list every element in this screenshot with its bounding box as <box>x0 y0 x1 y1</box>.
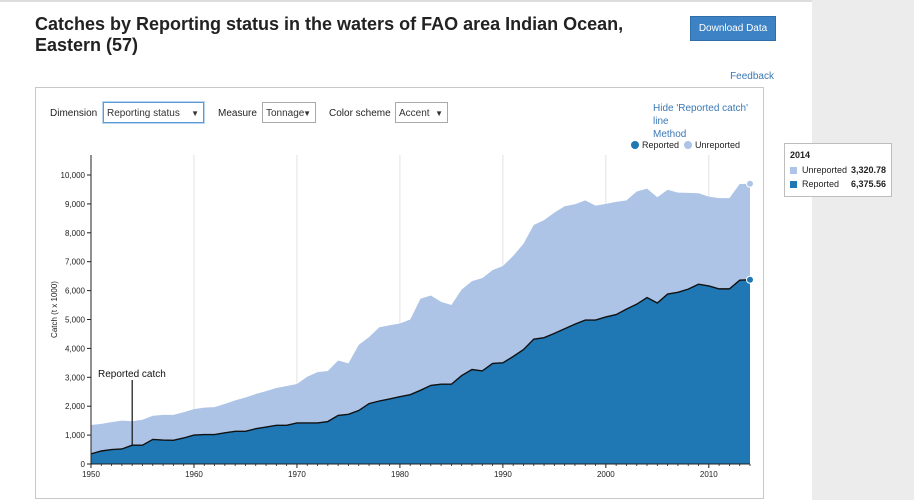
y-tick-label-1000: 1,000 <box>65 431 86 440</box>
hide-reported-catch-link[interactable]: Hide 'Reported catch' line Method <box>653 102 763 141</box>
area-reported <box>91 279 750 464</box>
legend-swatch-unreported <box>684 141 692 149</box>
x-tick-label-1970: 1970 <box>288 470 306 479</box>
y-tick-label-3000: 3,000 <box>65 373 86 382</box>
reported-catch-line <box>90 279 751 455</box>
legend-label-unreported: Unreported <box>695 140 741 150</box>
marker-unreported-2014 <box>746 179 754 188</box>
y-tick-label-6000: 6,000 <box>65 287 86 296</box>
color-scheme-label: Color scheme <box>329 108 391 119</box>
chevron-down-icon: ▼ <box>191 109 199 118</box>
y-tick-label-9000: 9,000 <box>65 200 86 209</box>
tooltip-name-unreported: Unreported <box>802 165 848 175</box>
chevron-down-icon: ▼ <box>435 109 443 118</box>
y-axis-label: Catch (t x 1000) <box>50 281 59 338</box>
dimension-label: Dimension <box>50 108 98 119</box>
x-tick-label-1960: 1960 <box>185 470 203 479</box>
chart-annotation: Reported catch <box>98 369 166 446</box>
annotation-label: Reported catch <box>98 369 166 380</box>
marker-reported-2014 <box>746 275 754 284</box>
chart-markers <box>746 179 754 284</box>
chevron-down-icon: ▼ <box>303 109 311 118</box>
legend-label-reported: Reported <box>642 140 680 150</box>
y-tick-label-8000: 8,000 <box>65 229 86 238</box>
x-tick-label-1990: 1990 <box>494 470 512 479</box>
measure-label: Measure <box>218 108 257 119</box>
x-tick-label-1950: 1950 <box>82 470 100 479</box>
legend-item-unreported[interactable]: Unreported <box>684 140 740 150</box>
x-tick-label-1980: 1980 <box>391 470 409 479</box>
tooltip-value-reported: 6,375.56 <box>850 179 886 189</box>
tooltip-value-unreported: 3,320.78 <box>850 165 886 175</box>
method-link[interactable]: Method <box>653 129 687 140</box>
x-tick-label-2010: 2010 <box>700 470 718 479</box>
download-data-button[interactable]: Download Data <box>690 16 776 41</box>
measure-select[interactable]: Tonnage ▼ <box>262 102 316 123</box>
tooltip-name-reported: Reported <box>802 179 840 189</box>
chart-panel: Dimension Reporting status ▼ Measure Ton… <box>35 87 764 499</box>
area-chart[interactable]: 0 1,000 2,000 3,000 4,000 5,000 6,000 7,000 8,00… <box>36 88 763 498</box>
legend-swatch-reported <box>631 141 639 149</box>
top-rule <box>0 0 812 2</box>
x-tick-label-2000: 2000 <box>597 470 615 479</box>
tooltip-row-unreported: Unreported 3,320.78 <box>790 165 886 179</box>
tooltip-year: 2014 <box>790 150 811 160</box>
page: Catches by Reporting status in the water… <box>0 0 892 500</box>
dimension-select[interactable]: Reporting status ▼ <box>103 102 204 123</box>
chart-ticks: 0 1,000 2,000 3,000 4,000 5,000 6,000 7,000 8,00… <box>50 171 751 479</box>
measure-select-value: Tonnage <box>266 108 305 119</box>
legend-item-reported[interactable]: Reported <box>631 140 679 150</box>
page-title: Catches by Reporting status in the water… <box>35 14 624 55</box>
hover-tooltip: 2014 Unreported 3,320.78 Reported 6,375.… <box>784 143 892 197</box>
y-tick-label-10000: 10,000 <box>61 171 86 180</box>
y-tick-label-0: 0 <box>81 460 86 469</box>
y-tick-label-5000: 5,000 <box>65 316 86 325</box>
tooltip-row-reported: Reported 6,375.56 <box>790 179 886 193</box>
chart-areas <box>90 183 751 464</box>
y-tick-label-4000: 4,000 <box>65 344 86 353</box>
area-unreported <box>91 183 750 454</box>
feedback-link[interactable]: Feedback <box>730 71 774 82</box>
hide-reported-catch-line-text: Hide 'Reported catch' line <box>653 103 748 127</box>
y-tick-label-7000: 7,000 <box>65 258 86 267</box>
color-scheme-select-value: Accent <box>399 108 430 119</box>
tooltip-swatch-reported <box>790 181 797 188</box>
y-tick-label-2000: 2,000 <box>65 402 86 411</box>
dimension-select-value: Reporting status <box>107 108 180 119</box>
color-scheme-select[interactable]: Accent ▼ <box>395 102 448 123</box>
tooltip-swatch-unreported <box>790 167 797 174</box>
